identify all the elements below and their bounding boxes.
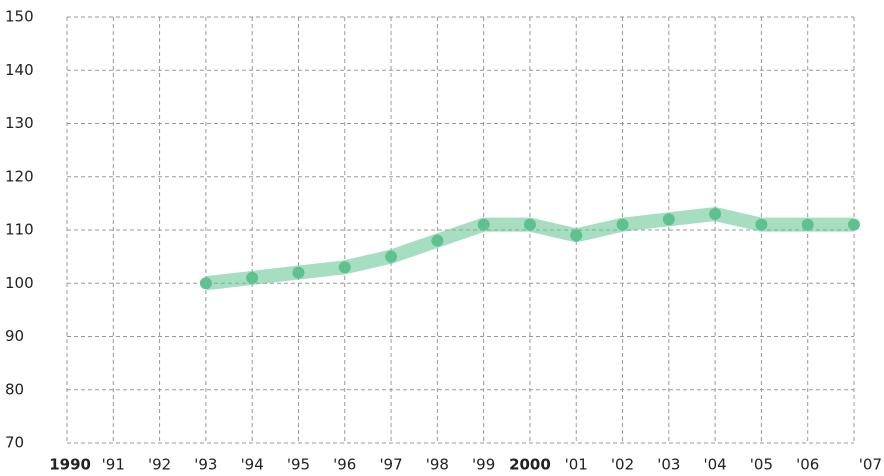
- data-point: [338, 261, 351, 274]
- x-tick-label: '03: [657, 456, 680, 474]
- y-tick-label: 140: [5, 61, 34, 79]
- x-tick-label: '07: [859, 456, 882, 474]
- data-point: [385, 250, 398, 263]
- x-tick-label: '93: [194, 456, 217, 474]
- data-point: [755, 218, 768, 231]
- data-point: [616, 218, 629, 231]
- y-tick-label: 70: [5, 434, 24, 452]
- x-tick-label: '91: [102, 456, 125, 474]
- data-point: [292, 266, 305, 279]
- data-point: [801, 218, 814, 231]
- y-tick-label: 90: [5, 327, 24, 345]
- y-tick-label: 100: [5, 274, 34, 292]
- y-tick-label: 80: [5, 380, 24, 398]
- x-tick-label: 2000: [509, 456, 551, 474]
- data-point: [570, 229, 583, 242]
- x-tick-label: '02: [611, 456, 634, 474]
- x-tick-label: '99: [472, 456, 495, 474]
- data-point: [709, 208, 722, 221]
- data-point: [431, 234, 444, 247]
- y-tick-label: 110: [5, 221, 34, 239]
- y-tick-label: 120: [5, 167, 34, 185]
- x-tick-label: '92: [148, 456, 171, 474]
- data-point: [662, 213, 675, 226]
- x-tick-label: '06: [796, 456, 819, 474]
- x-tick-label: '04: [704, 456, 727, 474]
- data-point: [246, 271, 259, 284]
- y-tick-label: 150: [5, 8, 34, 26]
- x-tick-label: '01: [565, 456, 588, 474]
- x-tick-label: '05: [750, 456, 773, 474]
- data-point: [477, 218, 490, 231]
- x-tick-label: '98: [426, 456, 449, 474]
- x-tick-label: '95: [287, 456, 310, 474]
- x-tick-label: '97: [379, 456, 402, 474]
- data-point: [199, 277, 212, 290]
- x-tick-label: 1990: [49, 456, 91, 474]
- y-tick-label: 130: [5, 114, 34, 132]
- data-point: [523, 218, 536, 231]
- data-point: [848, 218, 860, 231]
- x-tick-label: '94: [241, 456, 264, 474]
- x-tick-label: '96: [333, 456, 356, 474]
